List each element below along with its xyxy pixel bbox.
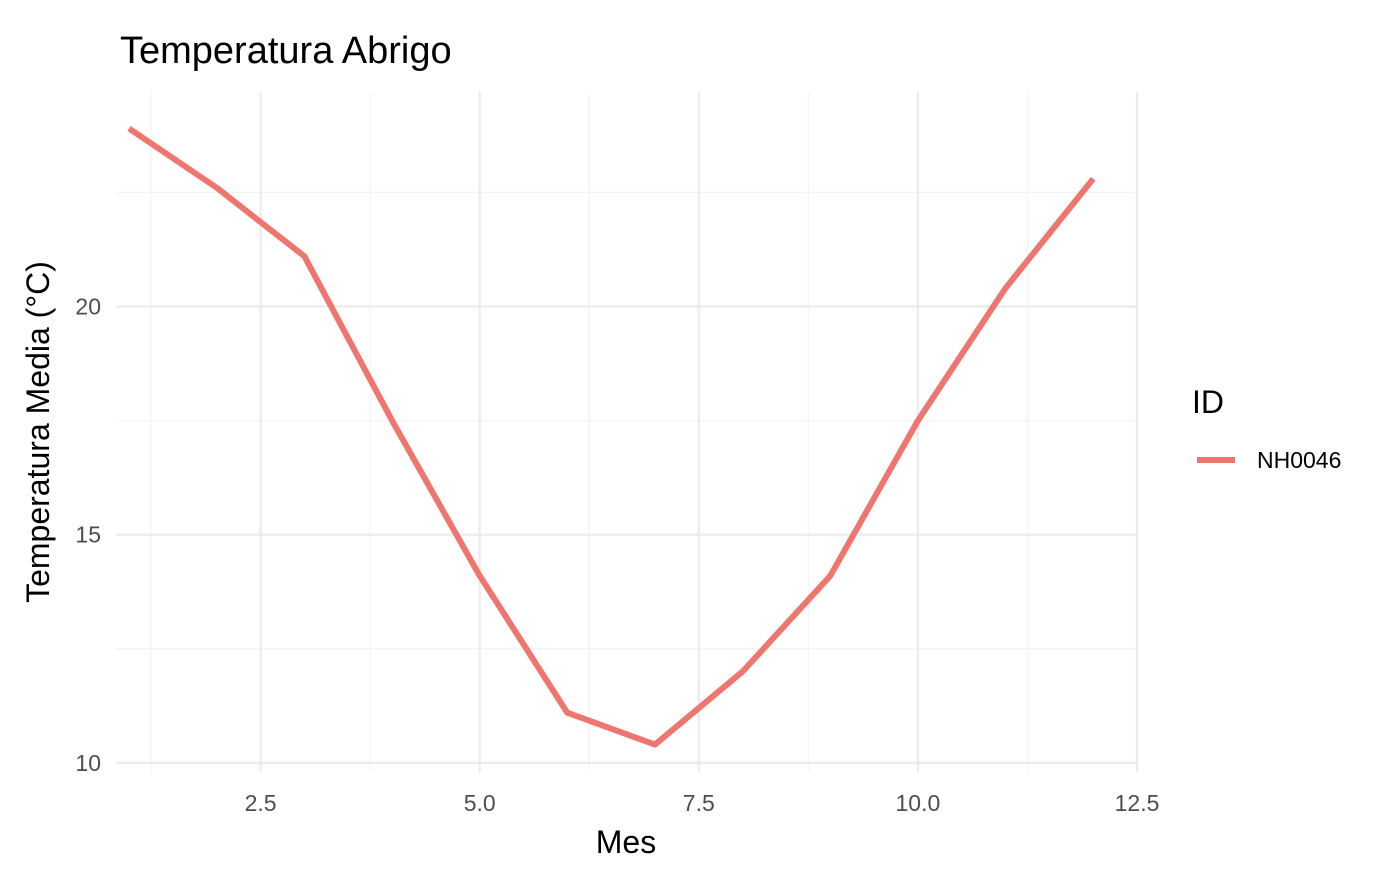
series-line-1 — [127, 126, 1096, 748]
y-axis-tick-labels: 10 15 20 — [75, 293, 101, 775]
y-axis-title: Temperatura Media (°C) — [20, 261, 56, 603]
x-tick-label: 5.0 — [464, 790, 496, 816]
major-gridlines — [116, 92, 1139, 772]
legend: ID NH0046 — [1192, 384, 1341, 473]
y-tick-label: 15 — [75, 522, 101, 548]
chart-title: Temperatura Abrigo — [120, 30, 452, 72]
y-tick-label: 10 — [75, 750, 101, 776]
series-lines — [127, 126, 1096, 748]
minor-gridlines — [116, 92, 1137, 772]
x-tick-label: 2.5 — [245, 790, 277, 816]
x-tick-label: 10.0 — [896, 790, 941, 816]
legend-title: ID — [1192, 384, 1224, 420]
x-tick-label: 7.5 — [683, 790, 715, 816]
y-tick-label: 20 — [75, 293, 101, 319]
x-tick-label: 12.5 — [1115, 790, 1160, 816]
x-axis-tick-labels: 2.5 5.0 7.5 10.0 12.5 — [245, 790, 1160, 816]
x-axis-title: Mes — [596, 824, 656, 860]
legend-label: NH0046 — [1257, 447, 1341, 473]
